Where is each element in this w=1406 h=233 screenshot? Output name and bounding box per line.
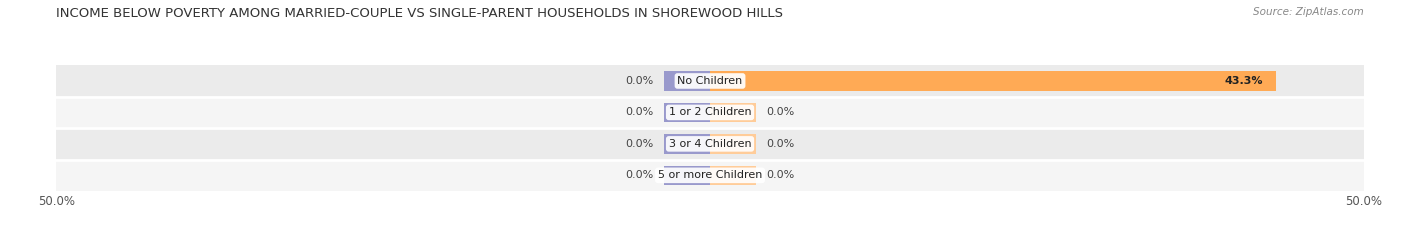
Bar bbox=[664, 71, 710, 91]
Bar bbox=[710, 166, 756, 185]
Text: 0.0%: 0.0% bbox=[626, 76, 654, 86]
Bar bbox=[56, 160, 1364, 191]
Text: 1 or 2 Children: 1 or 2 Children bbox=[669, 107, 751, 117]
Text: 5 or more Children: 5 or more Children bbox=[658, 170, 762, 180]
Text: 0.0%: 0.0% bbox=[626, 107, 654, 117]
Bar bbox=[664, 134, 710, 154]
Text: 0.0%: 0.0% bbox=[766, 170, 794, 180]
Text: 0.0%: 0.0% bbox=[626, 170, 654, 180]
Text: No Children: No Children bbox=[678, 76, 742, 86]
Text: Source: ZipAtlas.com: Source: ZipAtlas.com bbox=[1253, 7, 1364, 17]
Bar bbox=[56, 128, 1364, 160]
Text: 0.0%: 0.0% bbox=[626, 139, 654, 149]
Bar bbox=[710, 103, 756, 122]
Bar bbox=[664, 166, 710, 185]
Text: 0.0%: 0.0% bbox=[766, 139, 794, 149]
Text: 43.3%: 43.3% bbox=[1225, 76, 1263, 86]
Text: 0.0%: 0.0% bbox=[766, 107, 794, 117]
Text: 3 or 4 Children: 3 or 4 Children bbox=[669, 139, 751, 149]
Bar bbox=[56, 65, 1364, 97]
Text: INCOME BELOW POVERTY AMONG MARRIED-COUPLE VS SINGLE-PARENT HOUSEHOLDS IN SHOREWO: INCOME BELOW POVERTY AMONG MARRIED-COUPL… bbox=[56, 7, 783, 20]
Bar bbox=[56, 97, 1364, 128]
Bar bbox=[710, 71, 1277, 91]
Bar bbox=[664, 103, 710, 122]
Bar bbox=[710, 134, 756, 154]
